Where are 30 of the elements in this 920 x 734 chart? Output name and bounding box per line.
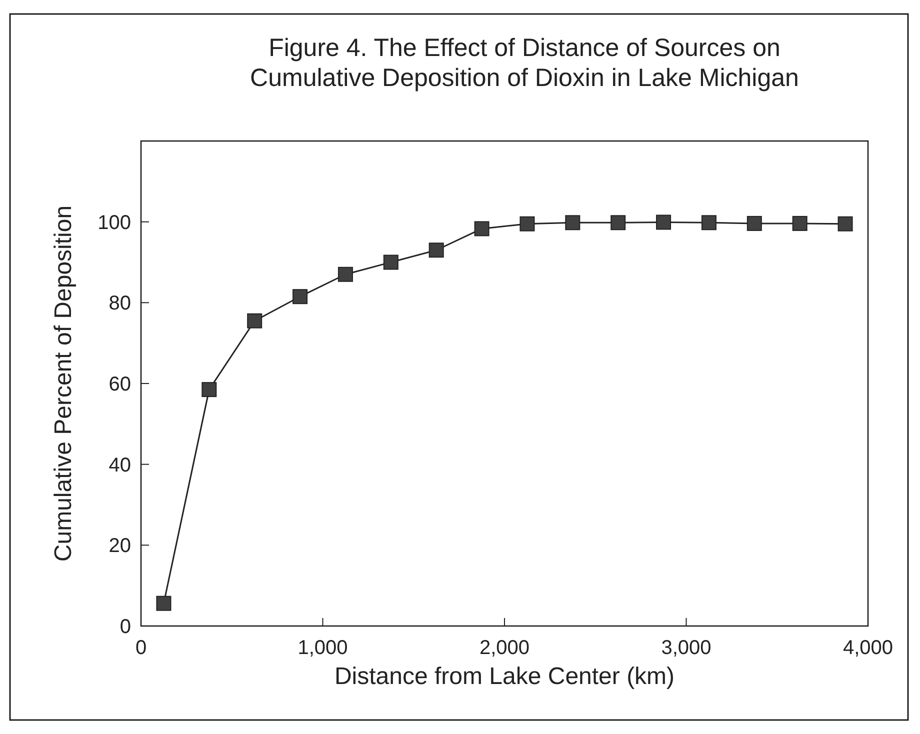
y-tick-label: 60 bbox=[108, 374, 131, 396]
point bbox=[746, 216, 762, 231]
x-tick-label: 1,000 bbox=[298, 637, 348, 659]
chart-title: Figure 4. The Effect of Distance of Sources on Cumulative Deposition of Dioxin in Lake Michigan bbox=[250, 34, 799, 92]
x-tick-label: 0 bbox=[135, 637, 147, 659]
point bbox=[383, 254, 398, 270]
x-tick-label: 4,000 bbox=[842, 637, 894, 659]
point bbox=[520, 216, 535, 232]
point bbox=[292, 289, 308, 304]
point bbox=[247, 313, 262, 328]
point bbox=[656, 214, 672, 230]
point bbox=[474, 221, 490, 236]
point bbox=[701, 215, 716, 230]
x-tick-label: 3,000 bbox=[661, 637, 712, 659]
point bbox=[338, 266, 353, 282]
y-tick-label: 20 bbox=[108, 535, 131, 558]
y-tick-label: 100 bbox=[98, 212, 131, 234]
x-tick-label: 2,000 bbox=[479, 637, 530, 659]
y-tick-label: 80 bbox=[108, 292, 131, 315]
y-tick-label: 0 bbox=[120, 616, 131, 638]
point bbox=[565, 215, 580, 230]
point bbox=[202, 382, 217, 398]
x-axis-title: Distance from Lake Center (km) bbox=[334, 663, 675, 690]
point bbox=[792, 216, 808, 231]
point bbox=[428, 242, 444, 258]
point bbox=[156, 596, 172, 611]
y-axis-title: Cumulative Percent of Deposition bbox=[50, 205, 77, 562]
point bbox=[838, 216, 853, 232]
y-tick-label: 40 bbox=[108, 454, 131, 476]
point bbox=[610, 215, 626, 230]
